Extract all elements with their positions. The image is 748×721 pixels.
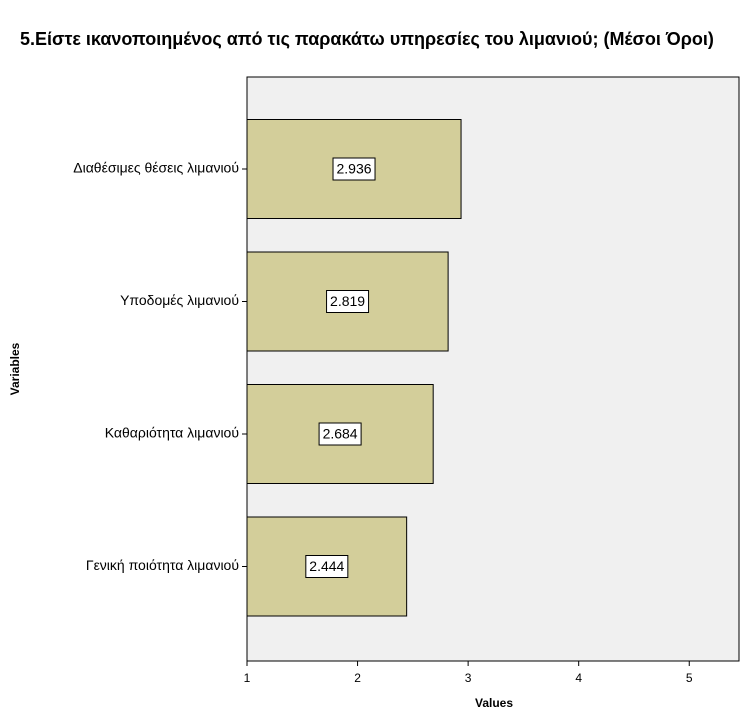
x-tick-label: 2: [354, 671, 361, 685]
value-label: 2.684: [323, 426, 358, 442]
x-axis-label: Values: [475, 696, 513, 710]
y-axis-label: Variables: [8, 342, 22, 395]
value-label: 2.444: [309, 558, 344, 574]
y-tick-label: Γενική ποιότητα λιμανιού: [86, 557, 239, 573]
value-label: 2.819: [330, 293, 365, 309]
value-label-box: [318, 422, 362, 446]
value-label-box: [332, 157, 376, 181]
x-tick-label: 1: [244, 671, 251, 685]
value-label-box: [305, 555, 349, 578]
chart-title: 5.Είστε ικανοποιημένος από τις παρακάτω …: [20, 29, 714, 49]
value-label-box: [326, 290, 370, 313]
y-tick-label: Διαθέσιμες θέσεις λιμανιού: [73, 160, 239, 176]
y-tick-label: Καθαριότητα λιμανιού: [105, 425, 239, 441]
x-tick-label: 4: [575, 671, 582, 685]
value-label: 2.936: [337, 161, 372, 177]
x-tick-label: 5: [686, 671, 693, 685]
y-tick-label: Υποδομές λιμανιού: [120, 292, 239, 308]
x-tick-label: 3: [465, 671, 472, 685]
